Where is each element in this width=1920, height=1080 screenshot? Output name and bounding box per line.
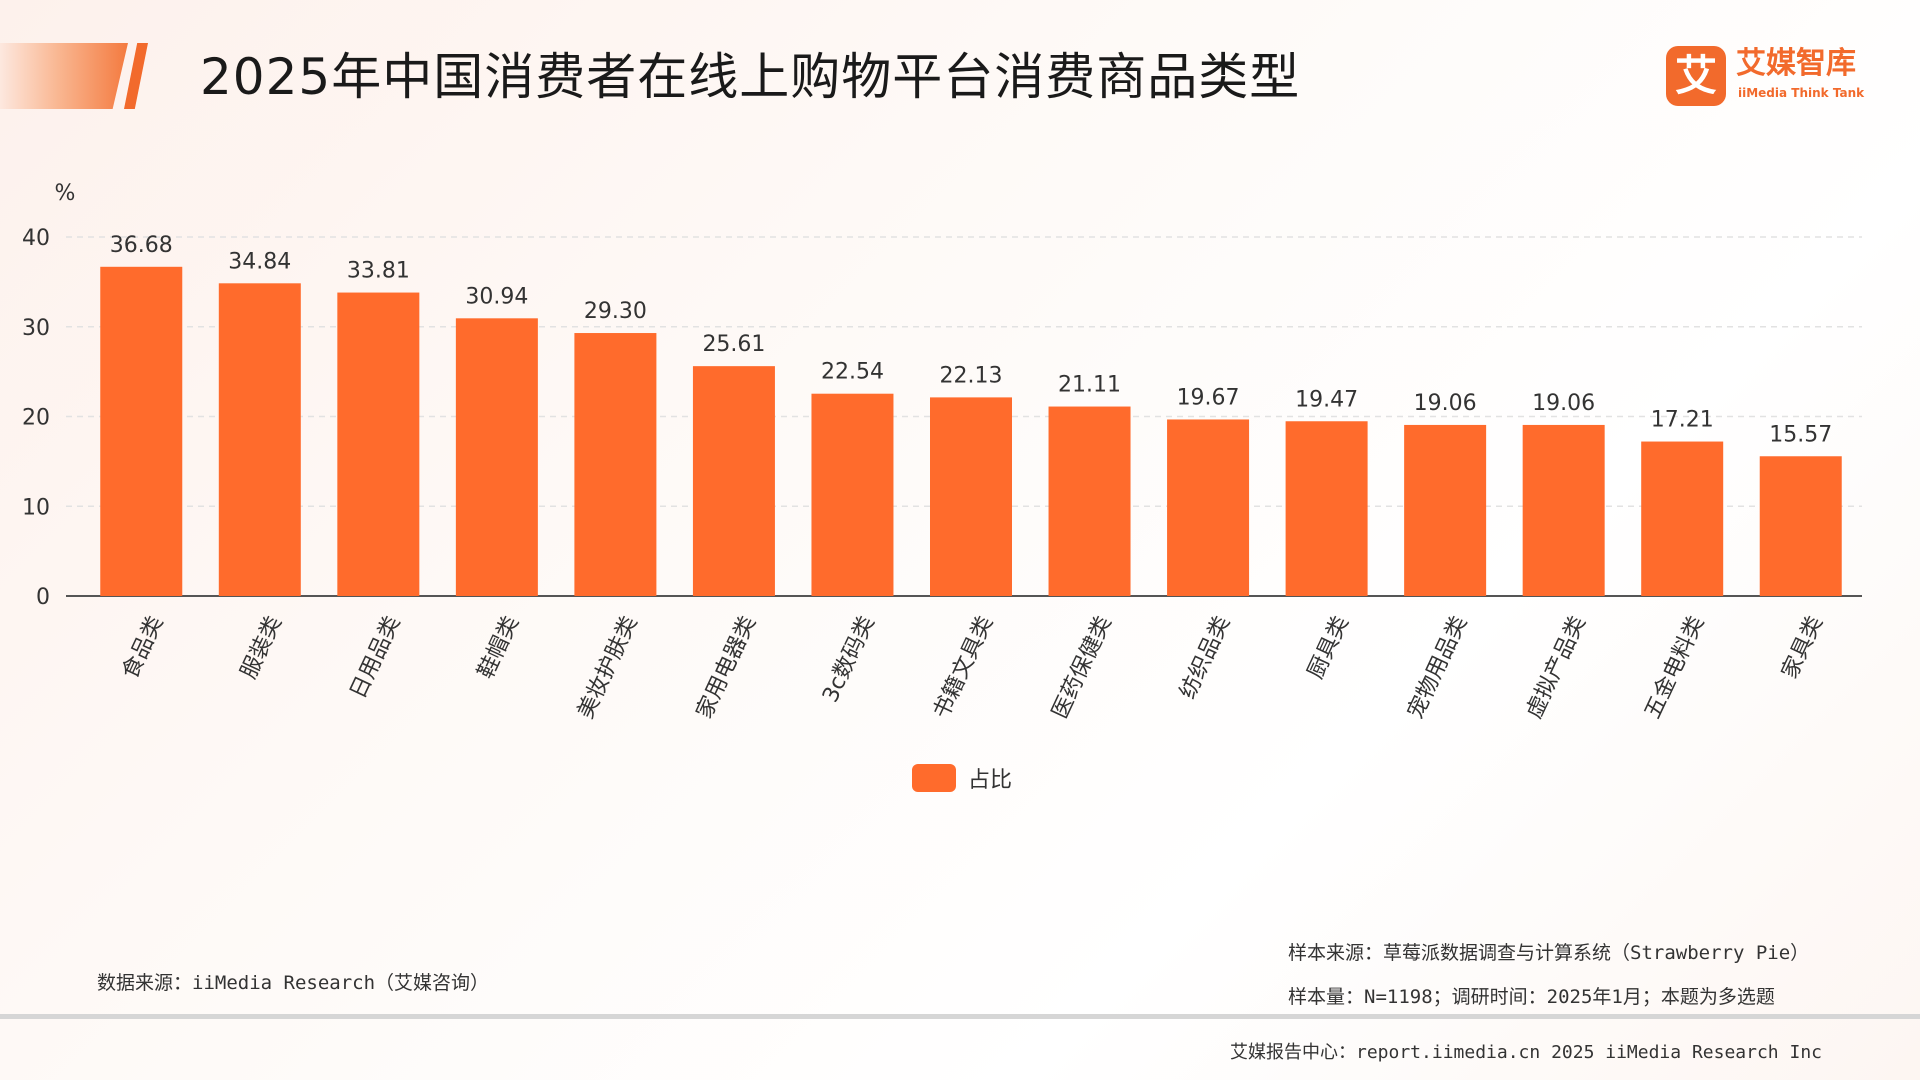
category-labels: 食品类 服装类 日用品类 鞋帽类 美妆护肤类 家用电器类 3c数码类 书籍文具类 医药保健类 纺织…: [118, 612, 1828, 722]
bar: [100, 266, 183, 596]
data-label: 19.06: [1532, 391, 1595, 416]
bar: [692, 366, 775, 596]
legend-label: 占比: [968, 768, 1013, 793]
header-accent-bar: [0, 43, 128, 109]
data-source-note: 数据来源：iiMedia Research（艾媒咨询）: [97, 972, 490, 994]
data-label: 17.21: [1651, 408, 1714, 433]
x-tick-label: 厨具类: [1303, 612, 1354, 682]
x-tick-label: 3c数码类: [818, 612, 880, 706]
bar: [1167, 419, 1250, 596]
data-label: 36.68: [110, 233, 173, 258]
x-tick-label: 食品类: [118, 612, 169, 682]
logo-name-cn: 艾媒智库: [1736, 46, 1856, 81]
x-tick-label: 虚拟产品类: [1522, 612, 1591, 722]
bar: [1048, 406, 1131, 596]
bar: [1641, 441, 1724, 596]
bar: [1404, 424, 1487, 596]
bar: [811, 393, 894, 596]
data-label: 21.11: [1058, 373, 1121, 398]
x-tick-label: 服装类: [236, 612, 287, 682]
logo-mark-icon: 艾: [1666, 46, 1726, 106]
bar: [574, 333, 657, 596]
data-label: 19.47: [1295, 387, 1358, 412]
data-label: 30.94: [465, 284, 528, 309]
brand-logo: 艾 艾媒智库 iiMedia Think Tank: [1666, 46, 1866, 108]
bar: [930, 397, 1012, 596]
data-label: 19.67: [1177, 385, 1240, 410]
x-tick-label: 美妆护肤类: [573, 612, 642, 722]
sample-source-note: 样本来源：草莓派数据调查与计算系统（Strawberry Pie）: [1288, 942, 1810, 964]
legend-swatch: [912, 764, 956, 792]
x-tick-label: 五金电料类: [1640, 612, 1709, 722]
x-tick-label: 纺织品类: [1175, 612, 1235, 702]
bar: [1285, 421, 1368, 596]
y-tick-label: 40: [22, 226, 50, 251]
logo-name-en: iiMedia Think Tank: [1738, 86, 1865, 100]
x-tick-label: 书籍文具类: [929, 612, 998, 722]
y-tick-label: 10: [22, 495, 50, 520]
footer-text: 艾媒报告中心：report.iimedia.cn 2025 iiMedia Re…: [1230, 1042, 1822, 1063]
y-axis-unit-label: %: [55, 181, 76, 206]
chart-legend: 占比: [912, 762, 1012, 794]
x-tick-label: 医药保健类: [1048, 612, 1117, 722]
bar: [1759, 456, 1842, 596]
x-tick-label: 日用品类: [346, 612, 406, 702]
bar: [337, 292, 420, 596]
data-label: 33.81: [347, 259, 410, 284]
data-label: 22.13: [940, 363, 1003, 388]
y-tick-label: 20: [22, 406, 50, 431]
data-label: 19.06: [1414, 391, 1477, 416]
data-label: 15.57: [1769, 422, 1832, 447]
x-tick-label: 家用电器类: [692, 612, 761, 722]
bar: [218, 283, 301, 596]
page-title: 2025年中国消费者在线上购物平台消费商品类型: [200, 48, 1301, 106]
footer-divider: [0, 1014, 1920, 1019]
x-tick-label: 宠物用品类: [1403, 612, 1472, 722]
x-tick-label: 鞋帽类: [474, 612, 525, 682]
bar: [1522, 424, 1605, 596]
bars: [100, 266, 1842, 596]
data-label: 25.61: [702, 332, 765, 357]
data-label: 29.30: [584, 299, 647, 324]
x-tick-label: 家具类: [1777, 612, 1828, 682]
y-tick-label: 0: [36, 585, 50, 610]
y-tick-label: 30: [22, 316, 50, 341]
data-labels: 36.68 34.84 33.81 30.94 29.30 25.61 22.54 22.13…: [110, 233, 1832, 447]
bar: [455, 318, 538, 596]
sample-size-note: 样本量：N=1198；调研时间：2025年1月；本题为多选题: [1288, 986, 1775, 1008]
data-label: 34.84: [228, 249, 291, 274]
data-label: 22.54: [821, 360, 884, 385]
